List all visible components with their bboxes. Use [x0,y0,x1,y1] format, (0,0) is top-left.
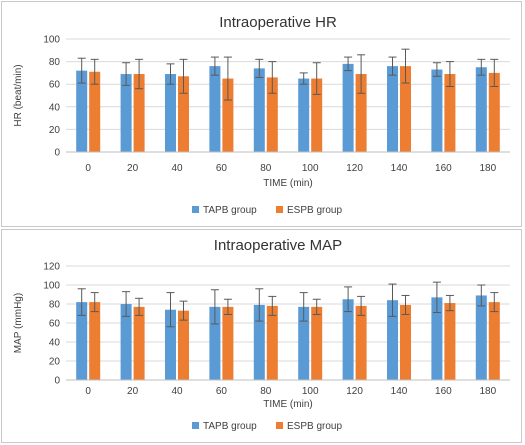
hr-x-tick-label: 80 [260,163,272,174]
map-x-tick-label: 80 [260,386,272,397]
map-y-tick-label: 80 [49,300,61,311]
map-chart: Intraoperative MAP 0 20 40 60 80 100 120 MAP (mm… [13,237,510,432]
hr-bar-tapb [298,78,310,152]
hr-chart-title: Intraoperative HR [219,14,337,31]
map-bar-espb [133,306,145,380]
hr-y-tick-label: 0 [54,148,60,159]
hr-chart-panel: Intraoperative HR 0 20 40 60 80 100 HR (beat/mi… [1,1,522,227]
map-y-tick-label: 60 [49,319,61,330]
hr-x-tick-label: 140 [391,163,408,174]
hr-y-tick-label: 100 [43,35,60,46]
map-legend-label-tapb: TAPB group [203,421,257,432]
hr-bar-tapb [209,66,221,152]
hr-x-tick-label: 20 [127,163,139,174]
hr-bar-tapb [431,69,443,152]
hr-bar-espb [311,78,323,152]
map-x-tick-label: 60 [216,386,228,397]
map-x-tick-label: 180 [479,386,496,397]
hr-x-tick-label: 160 [435,163,452,174]
hr-chart: Intraoperative HR 0 20 40 60 80 100 HR (beat/mi… [13,14,510,216]
hr-bar-tapb [475,67,487,152]
hr-legend-label-espb: ESPB group [287,205,342,216]
hr-bar-espb [178,76,189,152]
map-bar-espb [311,306,323,380]
hr-y-tick-label: 60 [49,80,61,91]
map-bar-tapb [120,304,132,380]
map-x-axis-label: TIME (min) [263,399,312,410]
hr-bar-tapb [120,74,132,152]
map-x-tick-label: 0 [85,386,91,397]
hr-bar-tapb [165,74,176,152]
hr-bar-tapb [253,68,265,152]
hr-x-tick-label: 100 [302,163,319,174]
hr-x-tick-label: 180 [479,163,496,174]
hr-bar-espb [400,66,411,152]
map-bar-espb [89,302,101,380]
map-bar-tapb [253,304,265,380]
map-legend-swatch-tapb [192,422,199,429]
hr-bar-espb [355,74,367,152]
hr-legend-swatch-espb [276,206,283,213]
hr-x-axis-label: TIME (min) [263,178,312,189]
map-y-axis-label: MAP (mmHg) [13,293,24,353]
map-x-tick-label: 120 [346,386,363,397]
map-bar-tapb [387,300,398,380]
map-y-tick-label: 40 [49,338,61,349]
hr-bar-espb [266,77,278,152]
map-bar-tapb [76,302,88,380]
map-bar-espb [400,304,411,380]
map-bar-tapb [298,306,310,380]
hr-bar-espb [444,74,456,152]
map-bar-tapb [342,299,354,380]
map-y-tick-label: 20 [49,357,61,368]
map-x-tick-label: 100 [302,386,319,397]
map-x-tick-label: 20 [127,386,139,397]
hr-x-tick-label: 120 [346,163,363,174]
hr-x-tick-label: 40 [171,163,183,174]
hr-x-tick-label: 0 [85,163,91,174]
map-x-tick-label: 140 [391,386,408,397]
map-bar-espb [222,306,234,380]
map-bar-espb [488,302,500,380]
map-chart-title: Intraoperative MAP [214,237,342,254]
map-y-tick-label: 120 [43,262,60,273]
map-bar-tapb [209,306,221,380]
hr-bar-tapb [342,63,354,152]
map-chart-panel: Intraoperative MAP 0 20 40 60 80 100 120 MAP (mm… [1,229,522,443]
hr-legend-swatch-tapb [192,206,199,213]
hr-legend-label-tapb: TAPB group [203,205,257,216]
map-bar-tapb [431,297,443,380]
map-bar-espb [355,305,367,380]
map-x-tick-label: 40 [171,386,183,397]
hr-bar-espb [222,78,234,152]
hr-bar-tapb [76,70,88,152]
map-bar-tapb [165,309,176,380]
map-bar-tapb [475,295,487,380]
map-y-tick-label: 0 [54,376,60,387]
hr-y-tick-label: 40 [49,102,61,113]
map-bar-espb [266,305,278,380]
hr-bar-espb [89,71,101,152]
map-y-tick-label: 100 [43,281,60,292]
hr-y-axis-label: HR (beat/min) [13,64,24,126]
hr-x-tick-label: 60 [216,163,228,174]
map-x-tick-label: 160 [435,386,452,397]
hr-bar-espb [133,74,145,152]
hr-y-tick-label: 80 [49,57,61,68]
hr-bar-espb [488,72,500,152]
map-bar-espb [444,303,456,380]
hr-bar-tapb [387,66,398,152]
map-legend-swatch-espb [276,422,283,429]
map-legend-label-espb: ESPB group [287,421,342,432]
map-bar-espb [178,310,189,380]
hr-y-tick-label: 20 [49,125,61,136]
